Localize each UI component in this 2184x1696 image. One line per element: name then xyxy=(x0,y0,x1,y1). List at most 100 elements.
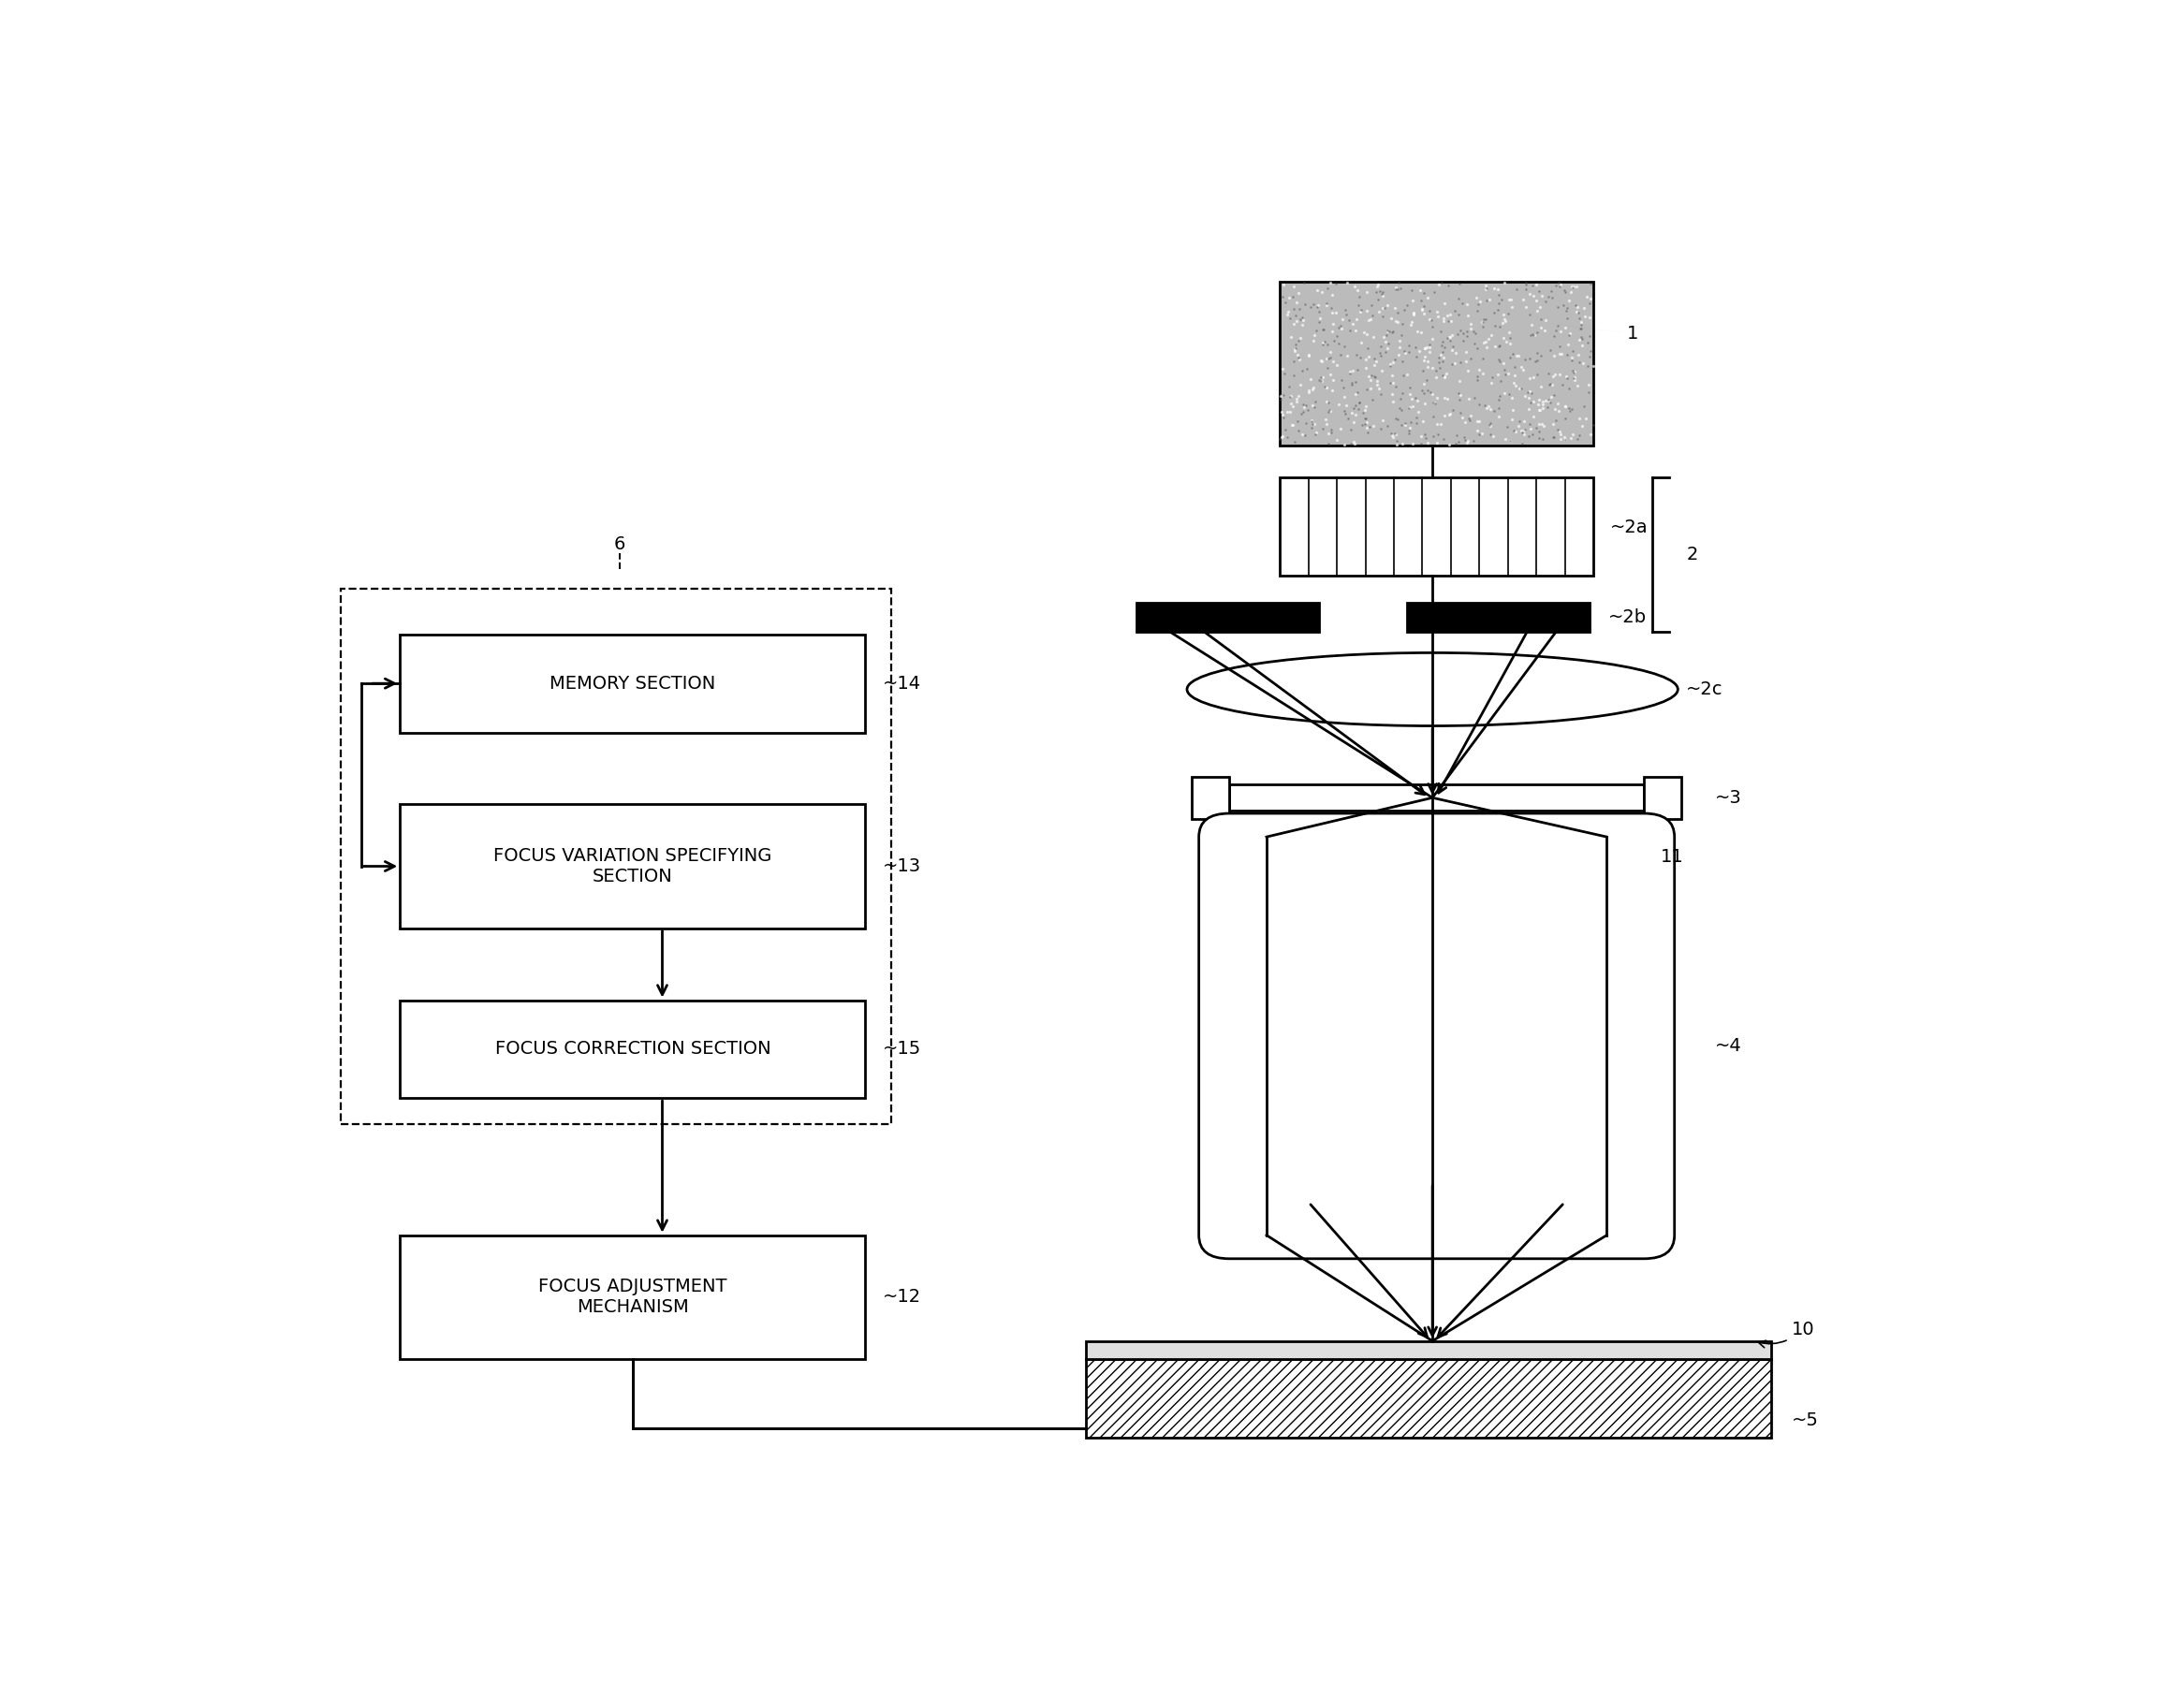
Bar xyxy=(1085,1358,1771,1438)
Point xyxy=(1363,332,1398,360)
Point xyxy=(1522,397,1557,424)
Point xyxy=(1302,309,1337,336)
Point xyxy=(1516,404,1551,431)
Point xyxy=(1444,349,1479,377)
Point xyxy=(1286,393,1321,421)
Bar xyxy=(1280,282,1594,444)
Point xyxy=(1492,287,1527,314)
Point xyxy=(1308,410,1343,438)
Point xyxy=(1297,388,1332,416)
Point xyxy=(1282,324,1317,351)
Point xyxy=(1374,370,1409,397)
Point xyxy=(1524,373,1559,400)
Point xyxy=(1459,366,1494,393)
Point xyxy=(1398,383,1433,410)
Point xyxy=(1457,319,1492,346)
Point xyxy=(1564,412,1599,439)
Point xyxy=(1516,271,1551,298)
Point xyxy=(1313,344,1348,371)
Point xyxy=(1542,421,1577,448)
Point xyxy=(1555,395,1590,422)
Point xyxy=(1476,298,1511,326)
Point xyxy=(1367,324,1402,351)
Point xyxy=(1553,424,1588,451)
Point xyxy=(1313,361,1348,388)
Point xyxy=(1559,273,1594,300)
Point xyxy=(1262,426,1297,453)
Point xyxy=(1444,399,1479,426)
Point xyxy=(1494,293,1529,321)
Point xyxy=(1503,375,1538,402)
Point xyxy=(1302,305,1337,332)
Point xyxy=(1431,324,1465,351)
Point xyxy=(1548,341,1583,368)
Point xyxy=(1369,334,1404,361)
Point xyxy=(1409,366,1444,393)
Point xyxy=(1328,300,1363,327)
Point xyxy=(1520,339,1555,366)
Point xyxy=(1544,341,1579,368)
Point xyxy=(1426,344,1461,371)
Point xyxy=(1422,304,1457,331)
Point xyxy=(1533,383,1568,410)
Point xyxy=(1273,324,1308,351)
Point xyxy=(1265,283,1299,310)
Point xyxy=(1459,363,1494,390)
Point xyxy=(1575,353,1610,380)
Point xyxy=(1267,416,1302,443)
Point xyxy=(1374,422,1409,449)
Point xyxy=(1505,431,1540,458)
Point xyxy=(1424,348,1459,375)
Point xyxy=(1396,431,1431,458)
Point xyxy=(1540,273,1575,300)
Point xyxy=(1496,417,1531,444)
Point xyxy=(1337,395,1372,422)
Point xyxy=(1332,358,1367,385)
Point xyxy=(1520,287,1555,314)
Point xyxy=(1280,407,1315,434)
Bar xyxy=(1645,777,1682,819)
Point xyxy=(1426,290,1461,317)
Bar xyxy=(1280,478,1594,575)
Point xyxy=(1459,409,1494,436)
Point xyxy=(1507,417,1542,444)
Point xyxy=(1358,368,1393,395)
Point xyxy=(1393,310,1428,338)
Point xyxy=(1505,417,1540,444)
Point xyxy=(1465,312,1500,339)
Point xyxy=(1308,373,1343,400)
Point xyxy=(1505,356,1540,383)
Point xyxy=(1280,382,1315,409)
Point xyxy=(1509,378,1544,405)
Point xyxy=(1409,334,1444,361)
Point xyxy=(1465,419,1500,446)
Point xyxy=(1299,317,1334,344)
Point xyxy=(1483,314,1518,341)
Point xyxy=(1433,400,1468,427)
Point xyxy=(1450,317,1485,344)
Point xyxy=(1284,310,1319,338)
Point xyxy=(1468,273,1503,300)
Point xyxy=(1267,382,1302,409)
Point xyxy=(1365,278,1400,305)
Point xyxy=(1444,382,1479,409)
Point xyxy=(1400,343,1435,370)
Point xyxy=(1500,275,1535,302)
Point xyxy=(1315,419,1350,446)
Bar xyxy=(400,804,865,928)
Point xyxy=(1538,395,1572,422)
Point xyxy=(1507,346,1542,373)
Point xyxy=(1548,305,1583,332)
Point xyxy=(1304,348,1339,375)
Point xyxy=(1531,371,1566,399)
Point xyxy=(1291,397,1326,424)
Point xyxy=(1476,275,1511,302)
Point xyxy=(1400,399,1435,426)
Point xyxy=(1350,321,1385,348)
Point xyxy=(1310,354,1345,382)
Point xyxy=(1568,302,1603,329)
Point xyxy=(1566,349,1601,377)
Point xyxy=(1555,273,1590,300)
Point xyxy=(1310,344,1345,371)
Point xyxy=(1282,417,1317,444)
